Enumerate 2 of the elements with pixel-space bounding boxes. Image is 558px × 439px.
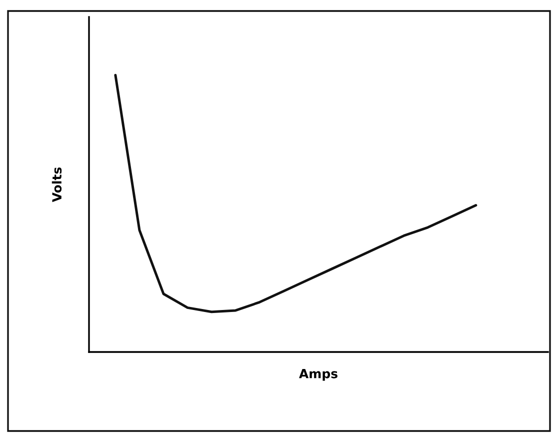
y-axis-title: Volts <box>52 167 62 202</box>
x-axis-title: Amps <box>299 369 338 381</box>
